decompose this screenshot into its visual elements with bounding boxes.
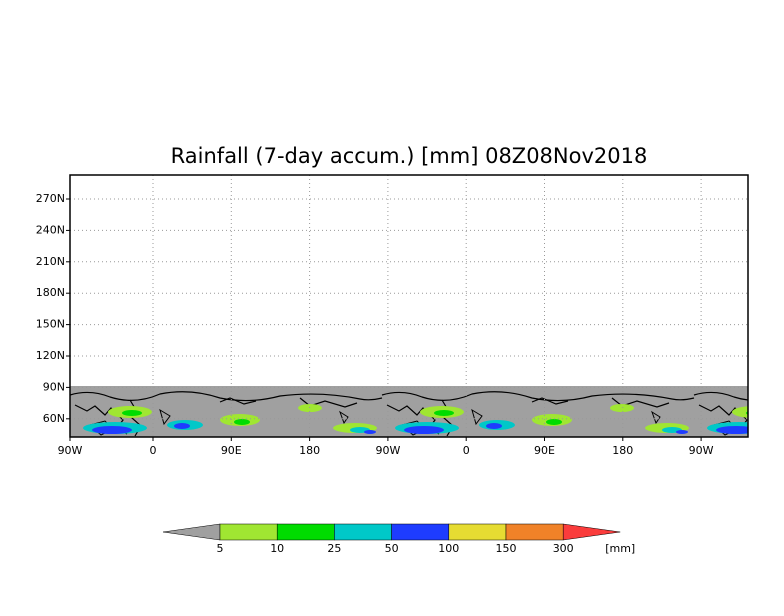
colorbar-box: [448, 523, 507, 541]
map-area: [70, 386, 748, 437]
grid: [70, 175, 748, 437]
colorbar-under: [162, 523, 221, 541]
colorbar-over: [562, 523, 621, 541]
x-tick-label: 180: [612, 444, 633, 457]
colorbar-label: 25: [327, 542, 341, 555]
colorbar-label: 150: [496, 542, 517, 555]
y-tick-label: 270N: [36, 192, 65, 205]
x-tick-label: 90W: [689, 444, 714, 457]
y-tick-label: 60N: [43, 412, 65, 425]
y-tick-label: 210N: [36, 255, 65, 268]
plot-frame: [69, 174, 749, 438]
y-tick-label: 120N: [36, 349, 65, 362]
x-tick-label: 180: [299, 444, 320, 457]
colorbar-unit: [mm]: [605, 542, 635, 555]
x-tick-label: 90E: [534, 444, 555, 457]
map-title: Rainfall (7-day accum.) [mm] 08Z08Nov201…: [171, 144, 648, 168]
colorbar-box: [219, 523, 278, 541]
colorbar-label: 100: [438, 542, 459, 555]
x-tick-label: 90W: [58, 444, 83, 457]
colorbar-box: [276, 523, 335, 541]
colorbar-label: 10: [270, 542, 284, 555]
y-tick-label: 180N: [36, 286, 65, 299]
y-tick-label: 240N: [36, 223, 65, 236]
colorbar-label: 5: [217, 542, 224, 555]
colorbar-box: [334, 523, 392, 541]
colorbar-box: [505, 523, 564, 541]
y-tick-label: 150N: [36, 318, 65, 331]
x-tick-label: 90W: [375, 444, 400, 457]
colorbar-label: 300: [553, 542, 574, 555]
x-tick-label: 0: [150, 444, 157, 457]
x-tick-label: 90E: [221, 444, 242, 457]
y-tick-label: 90N: [43, 380, 65, 393]
colorbar-label: 50: [385, 542, 399, 555]
colorbar-box: [391, 523, 450, 541]
x-tick-label: 0: [463, 444, 470, 457]
